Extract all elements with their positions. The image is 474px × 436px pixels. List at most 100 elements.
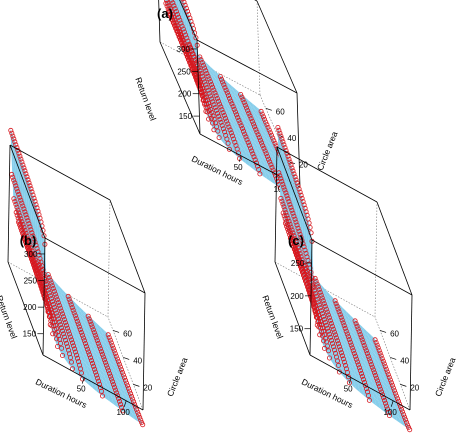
data-point: [46, 274, 52, 280]
data-point: [78, 329, 84, 335]
data-point: [260, 143, 266, 149]
data-point: [12, 139, 18, 145]
data-point: [350, 348, 356, 354]
data-point: [112, 351, 118, 357]
data-point: [174, 23, 180, 29]
data-point: [375, 381, 381, 387]
data-point: [59, 345, 65, 351]
data-point: [227, 127, 233, 133]
data-point: [227, 95, 233, 101]
data-point: [392, 390, 398, 396]
box-edge: [196, 39, 201, 135]
data-point: [374, 378, 380, 384]
data-point: [325, 312, 331, 318]
data-point: [261, 145, 267, 151]
data-point: [173, 8, 179, 14]
data-point: [48, 296, 54, 302]
y-axis-title: Circle area: [433, 356, 458, 398]
data-point: [173, 26, 179, 32]
data-point: [164, 0, 170, 3]
data-point: [333, 335, 339, 341]
data-point: [224, 90, 230, 96]
data-point: [207, 93, 213, 99]
data-point: [25, 218, 31, 224]
data-point: [252, 157, 258, 163]
data-point: [69, 337, 75, 343]
y-tick-label: 60: [123, 329, 132, 338]
data-point: [71, 343, 77, 349]
y-tick-label: 20: [410, 383, 419, 392]
data-point: [360, 376, 366, 382]
data-point: [16, 191, 22, 197]
data-point: [325, 328, 331, 334]
data-point: [182, 43, 188, 49]
data-point: [24, 215, 30, 221]
data-point: [286, 156, 292, 162]
data-point: [247, 145, 253, 151]
data-point: [203, 68, 209, 74]
data-point: [213, 93, 219, 99]
data-point: [185, 38, 191, 44]
data-point: [225, 93, 231, 99]
data-point: [18, 156, 24, 162]
box-edge: [44, 237, 146, 294]
box-edge: [296, 92, 301, 188]
data-point: [120, 372, 126, 378]
data-point: [216, 113, 222, 119]
data-point: [95, 340, 101, 346]
data-point: [54, 313, 60, 319]
data-point: [107, 337, 113, 343]
data-point: [326, 315, 332, 321]
data-point: [210, 84, 216, 90]
data-point: [137, 414, 143, 420]
data-point: [257, 171, 263, 177]
data-point: [170, 0, 176, 6]
data-point: [60, 328, 66, 334]
data-point: [239, 126, 245, 132]
data-point: [313, 278, 319, 284]
data-point: [32, 239, 38, 245]
data-point: [304, 254, 310, 260]
data-point: [267, 130, 273, 136]
data-point: [406, 424, 412, 430]
data-point: [47, 304, 53, 310]
data-point: [58, 322, 64, 328]
data-point: [90, 360, 96, 366]
data-point: [23, 212, 29, 218]
data-point: [295, 183, 301, 189]
data-point: [217, 116, 223, 122]
data-point: [107, 370, 113, 376]
data-point: [290, 168, 296, 174]
data-point: [363, 348, 369, 354]
data-point: [277, 130, 283, 136]
data-point: [13, 201, 19, 207]
data-point: [319, 295, 325, 301]
data-point: [321, 328, 327, 334]
data-point: [73, 349, 79, 355]
data-point: [370, 367, 376, 373]
panel-label: (b): [20, 233, 37, 248]
data-point: [72, 313, 78, 319]
data-point: [53, 322, 59, 328]
data-point: [382, 364, 388, 370]
data-point: [183, 5, 189, 11]
data-point: [67, 334, 73, 340]
data-point: [45, 287, 51, 293]
data-point: [294, 222, 300, 228]
y-axis-title: Circle area: [315, 130, 340, 172]
data-point: [307, 276, 313, 282]
data-point: [231, 136, 237, 142]
data-point: [229, 133, 235, 139]
data-point: [333, 301, 339, 307]
data-point: [32, 198, 38, 204]
data-point: [393, 393, 399, 399]
box-edge: [109, 199, 146, 294]
data-point: [49, 310, 55, 316]
data-point: [18, 225, 24, 231]
data-point: [288, 162, 294, 168]
data-point: [19, 159, 25, 165]
data-point: [166, 8, 172, 14]
data-point: [46, 301, 52, 307]
data-point: [338, 314, 344, 320]
data-point: [249, 148, 255, 154]
